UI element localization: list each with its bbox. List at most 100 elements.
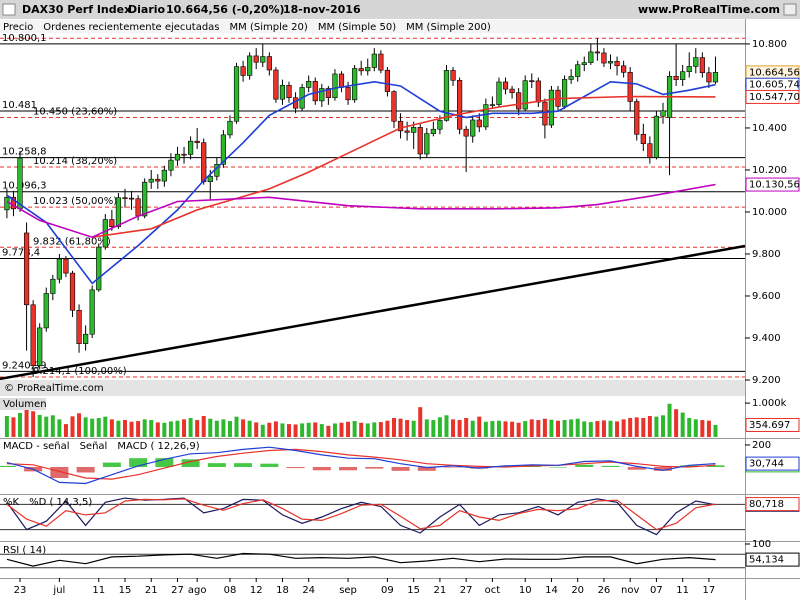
candle-body xyxy=(607,61,614,64)
legend-item: MACD ( 12,26,9) xyxy=(117,441,199,452)
candle-body xyxy=(37,327,43,367)
volume-bar xyxy=(621,419,626,437)
volume-bar xyxy=(601,420,606,437)
candle-body xyxy=(614,61,620,67)
volume-bar xyxy=(326,425,331,437)
last-value-label: 10.130,56 xyxy=(749,180,800,191)
candle-body xyxy=(240,66,246,76)
histogram-bar xyxy=(601,465,620,467)
volume-bar xyxy=(70,416,75,437)
volume-bar xyxy=(464,418,469,437)
candle-body xyxy=(155,178,161,182)
volume-bar xyxy=(37,414,42,437)
candle-body xyxy=(404,130,410,133)
candle-body xyxy=(502,81,509,90)
volume-bar xyxy=(418,407,423,437)
y-tick-label: 9.400 xyxy=(752,333,781,344)
x-tick-label: oct xyxy=(485,585,501,596)
volume-bar xyxy=(615,421,620,437)
volume-bar xyxy=(391,418,396,437)
candle-body xyxy=(50,278,56,294)
candle-body xyxy=(516,92,522,110)
histogram-bar xyxy=(417,466,436,471)
volume-bar xyxy=(103,416,108,437)
header: DAX30 Perf Index Diario 10.664,56 (-0,20… xyxy=(0,0,800,19)
candle-body xyxy=(443,70,450,121)
x-tick-label: 09 xyxy=(381,585,394,596)
volume-bar xyxy=(90,418,95,437)
candle-body xyxy=(312,81,318,102)
candle-body xyxy=(391,91,397,122)
candle-body xyxy=(529,80,535,83)
x-tick-label: 14 xyxy=(545,585,558,596)
volume-bar xyxy=(365,423,370,437)
candle-body xyxy=(319,88,325,102)
candle-body xyxy=(201,142,207,183)
candle-body xyxy=(699,57,705,74)
y-tick-label: 100 xyxy=(752,539,771,550)
candle-body xyxy=(542,101,548,126)
last-value-box xyxy=(745,177,800,192)
volume-bar xyxy=(267,422,272,437)
volume-bar xyxy=(122,420,127,437)
candle-body xyxy=(23,232,30,306)
histogram-bar xyxy=(155,458,174,467)
candle-body xyxy=(174,153,181,161)
volume-bar xyxy=(431,420,436,437)
last-value-label: 354.697 xyxy=(749,420,790,431)
candle-body xyxy=(653,115,660,158)
y-tick-label: 9.800 xyxy=(752,249,781,260)
x-tick-label: 27 xyxy=(171,585,184,596)
volume-bar xyxy=(77,413,82,437)
x-tick-label: 10 xyxy=(519,585,532,596)
candle-body xyxy=(56,258,62,280)
candle-body xyxy=(686,66,692,72)
legend-item: RSI ( 14) xyxy=(3,545,46,556)
candle-body xyxy=(253,55,259,63)
volume-bar xyxy=(378,422,383,437)
level-label: 10.096,3 xyxy=(2,181,47,192)
volume-bar xyxy=(142,419,147,437)
candle-body xyxy=(712,72,719,83)
volume-bar xyxy=(214,420,219,437)
instrument-title: DAX30 Perf Index xyxy=(22,3,131,16)
volume-bar xyxy=(221,419,226,437)
candle-body xyxy=(102,219,108,248)
candle-body xyxy=(601,52,607,64)
histogram-bar xyxy=(549,466,568,468)
candle-body xyxy=(588,51,594,63)
x-tick-label: sep xyxy=(339,585,357,596)
candle-body xyxy=(621,65,627,73)
candle-body xyxy=(450,70,456,81)
x-tick-label: 11 xyxy=(92,585,105,596)
last-value-box xyxy=(745,456,800,471)
volume-bar xyxy=(398,418,403,437)
last-value-box xyxy=(745,89,800,104)
window-button[interactable] xyxy=(783,3,797,16)
volume-bar xyxy=(569,419,574,437)
volume-bar xyxy=(542,418,547,437)
candle-body xyxy=(365,67,371,72)
volume-bar xyxy=(706,420,711,437)
volume-bar xyxy=(595,421,600,437)
x-tick-label: 20 xyxy=(571,585,584,596)
candle-body xyxy=(142,181,148,217)
candle-body xyxy=(273,69,279,100)
volume-bar xyxy=(273,421,278,437)
x-tick-label: 23 xyxy=(14,585,27,596)
candle-body xyxy=(266,56,272,71)
x-tick-label: 21 xyxy=(145,585,158,596)
volume-bar xyxy=(660,415,665,437)
candle-body xyxy=(227,120,233,136)
x-tick-label: 07 xyxy=(650,585,663,596)
x-tick-label: 21 xyxy=(434,585,447,596)
last-value-box xyxy=(745,417,800,432)
volume-bar xyxy=(457,420,462,437)
volume-bar xyxy=(444,415,449,437)
candle-body xyxy=(43,293,49,329)
level-label: 9.240,99 xyxy=(2,360,47,371)
volume-bar xyxy=(306,422,311,437)
legend-item: Precio xyxy=(3,22,33,33)
candle-body xyxy=(535,80,541,103)
volume-bar xyxy=(162,422,167,437)
